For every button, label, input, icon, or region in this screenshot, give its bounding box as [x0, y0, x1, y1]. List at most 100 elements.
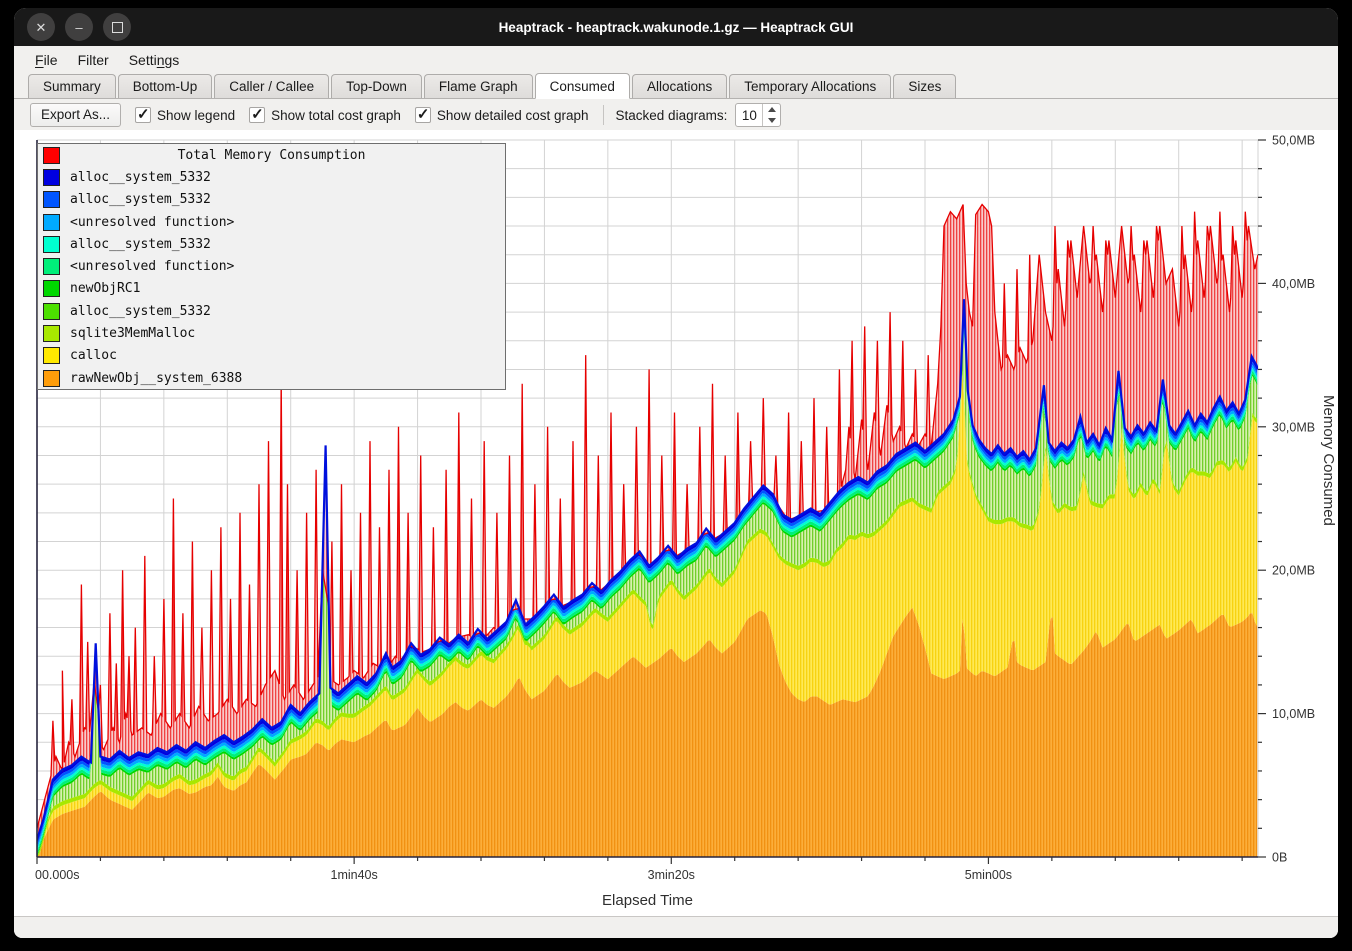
total-consumption-line: [37, 203, 1258, 829]
legend-swatch: [43, 280, 60, 298]
svg-text:50,0MB: 50,0MB: [1272, 134, 1315, 148]
svg-text:5min00s: 5min00s: [965, 868, 1012, 882]
legend-swatch: [43, 168, 60, 186]
menu-settings[interactable]: Settings: [128, 51, 180, 68]
legend-label: newObjRC1: [70, 281, 141, 297]
tick-labels: 00.000s 1min40s 3min20s 5min00s 0B 10,0MB 20,0…: [35, 134, 1315, 883]
legend-label: sqlite3MemMalloc: [70, 326, 196, 342]
svg-text:1min40s: 1min40s: [331, 868, 378, 882]
legend-title-row: Total Memory Consumption: [38, 144, 505, 166]
checkmark-icon[interactable]: [135, 105, 152, 123]
legend-swatch: [43, 191, 60, 209]
tab-flame-graph[interactable]: Flame Graph: [423, 74, 533, 98]
toolbar-separator: [602, 105, 604, 125]
alloc-green-band: [37, 332, 1258, 857]
stacked-diagrams-spinner[interactable]: 10: [735, 103, 782, 127]
legend-item: newObjRC1: [38, 278, 505, 300]
legend-item: calloc: [38, 345, 505, 367]
svg-text:40,0MB: 40,0MB: [1272, 277, 1315, 291]
window-controls: ✕ –: [27, 13, 131, 41]
spinner-value[interactable]: 10: [741, 107, 757, 123]
legend-item: rawNewObj__system_6388: [38, 367, 505, 389]
svg-text:20,0MB: 20,0MB: [1272, 564, 1315, 578]
export-as-button[interactable]: Export As...: [30, 103, 122, 127]
svg-text:10,0MB: 10,0MB: [1272, 707, 1315, 721]
legend-label: alloc__system_5332: [70, 236, 211, 252]
legend-label: alloc__system_5332: [70, 192, 211, 208]
menu-filter[interactable]: Filter: [77, 51, 109, 68]
tab-bar: Summary Bottom-Up Caller / Callee Top-Down F…: [14, 73, 1338, 99]
consumed-chart-panel: 00.000s 1min40s 3min20s 5min00s 0B 10,0MB 20,0…: [14, 130, 1338, 916]
tab-caller-callee[interactable]: Caller / Callee: [214, 74, 330, 98]
legend-title-swatch: [43, 146, 60, 164]
stack-top-line: [37, 299, 1258, 841]
heaptrack-window: ✕ – Heaptrack - heaptrack.wakunode.1.gz …: [14, 8, 1338, 938]
menu-file[interactable]: File: [35, 51, 58, 68]
tick-marks: [36, 139, 1266, 864]
legend-swatch: [43, 235, 60, 253]
tab-sizes[interactable]: Sizes: [893, 74, 957, 98]
raw-new-obj-area: [37, 607, 1258, 857]
legend-swatch: [43, 258, 60, 276]
legend-swatch: [43, 325, 60, 343]
checkmark-icon[interactable]: [249, 105, 266, 123]
checkbox-label: Show total cost graph: [271, 107, 401, 123]
chart-legend: Total Memory Consumption alloc__system_5…: [37, 143, 506, 390]
checkbox-label: Show detailed cost graph: [436, 107, 589, 123]
title-bar[interactable]: ✕ – Heaptrack - heaptrack.wakunode.1.gz …: [14, 8, 1338, 46]
checkbox-show-detailed-cost-graph[interactable]: Show detailed cost graph: [414, 105, 589, 123]
legend-title: Total Memory Consumption: [177, 147, 366, 163]
memory-consumption-chart[interactable]: 00.000s 1min40s 3min20s 5min00s 0B 10,0MB 20,0…: [14, 130, 1338, 916]
legend-label: <unresolved function>: [70, 214, 235, 230]
svg-text:30,0MB: 30,0MB: [1272, 420, 1315, 434]
checkbox-label: Show legend: [157, 107, 236, 123]
close-icon[interactable]: ✕: [27, 13, 55, 41]
menu-bar: File Filter Settings: [14, 46, 1338, 73]
legend-item: alloc__system_5332: [38, 166, 505, 188]
tab-top-down[interactable]: Top-Down: [331, 74, 422, 98]
svg-text:3min20s: 3min20s: [648, 868, 695, 882]
legend-item: <unresolved function>: [38, 255, 505, 277]
checkmark-icon[interactable]: [414, 105, 431, 123]
svg-text:0B: 0B: [1272, 851, 1287, 865]
x-axis-title: Elapsed Time: [602, 892, 693, 909]
maximize-square-glyph: [111, 21, 123, 33]
y-axis-title: Memory Consumed: [1320, 394, 1337, 526]
maximize-icon[interactable]: [103, 13, 131, 41]
checkbox-show-legend[interactable]: Show legend: [135, 105, 236, 123]
legend-item: alloc__system_5332: [38, 300, 505, 322]
checkbox-group: Show legend Show total cost graph Show det…: [121, 105, 589, 123]
tab-temporary-allocations[interactable]: Temporary Allocations: [729, 74, 892, 98]
calloc-area: [37, 374, 1258, 857]
chart-series-area: [37, 203, 1258, 857]
spinner-buttons: [762, 104, 780, 126]
tab-allocations[interactable]: Allocations: [631, 74, 728, 98]
legend-swatch: [43, 302, 60, 320]
window-title: Heaptrack - heaptrack.wakunode.1.gz — He…: [498, 19, 854, 35]
legend-label: alloc__system_5332: [70, 169, 211, 185]
minimize-icon[interactable]: –: [65, 13, 93, 41]
tab-bottom-up[interactable]: Bottom-Up: [117, 74, 213, 98]
legend-label: alloc__system_5332: [70, 303, 211, 319]
legend-label: calloc: [70, 348, 117, 364]
legend-item: <unresolved function>: [38, 211, 505, 233]
legend-label: rawNewObj__system_6388: [70, 370, 243, 386]
window-bottom-strip: [14, 916, 1338, 938]
toolbar: Export As... Show legend Show total cost …: [14, 100, 1338, 130]
tab-summary[interactable]: Summary: [28, 74, 116, 98]
total-consumption-area: [37, 204, 1258, 840]
legend-swatch: [43, 369, 60, 387]
legend-label: <unresolved function>: [70, 259, 235, 275]
svg-text:00.000s: 00.000s: [35, 868, 79, 882]
spinner-up-icon[interactable]: [763, 104, 780, 115]
tab-consumed[interactable]: Consumed: [534, 73, 630, 99]
legend-item: alloc__system_5332: [38, 189, 505, 211]
legend-swatch: [43, 213, 60, 231]
legend-item: alloc__system_5332: [38, 233, 505, 255]
spinner-down-icon[interactable]: [763, 115, 780, 126]
stacked-diagrams-label: Stacked diagrams:: [615, 107, 728, 123]
legend-swatch: [43, 347, 60, 365]
checkbox-show-total-cost-graph[interactable]: Show total cost graph: [249, 105, 401, 123]
legend-item: sqlite3MemMalloc: [38, 322, 505, 344]
